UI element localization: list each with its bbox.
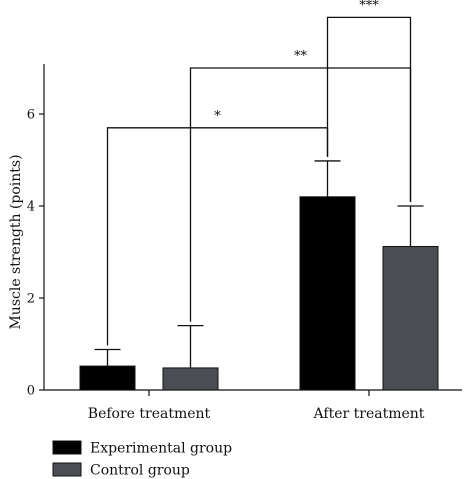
category-label: After treatment	[313, 406, 425, 422]
significance-bracket	[106, 127, 329, 346]
legend-label: Control group	[90, 463, 190, 479]
significance-label: *	[214, 109, 221, 124]
bar	[382, 245, 439, 391]
legend: Experimental group Control group	[52, 440, 232, 479]
legend-swatch	[52, 462, 82, 477]
legend-swatch	[52, 440, 82, 455]
legend-label: Experimental group	[90, 441, 232, 457]
error-bars	[94, 160, 424, 368]
y-tick-label: 2	[27, 292, 35, 307]
bar	[162, 367, 219, 391]
significance-label: **	[294, 49, 308, 64]
y-tick-labels: 0 2 4 6	[27, 108, 44, 399]
y-tick-label: 6	[27, 108, 35, 123]
y-tick-label: 0	[27, 384, 35, 399]
significance-brackets: ******	[106, 0, 412, 346]
significance-label: ***	[359, 0, 379, 13]
bar	[299, 196, 356, 391]
significance-bracket	[326, 16, 412, 202]
category-label: Before treatment	[88, 406, 211, 422]
y-axis-label: Muscle strength (points)	[8, 154, 24, 329]
category-labels: Before treatment After treatment	[88, 390, 425, 422]
bars	[79, 196, 439, 391]
y-tick-label: 4	[27, 200, 35, 215]
bar	[79, 365, 136, 391]
